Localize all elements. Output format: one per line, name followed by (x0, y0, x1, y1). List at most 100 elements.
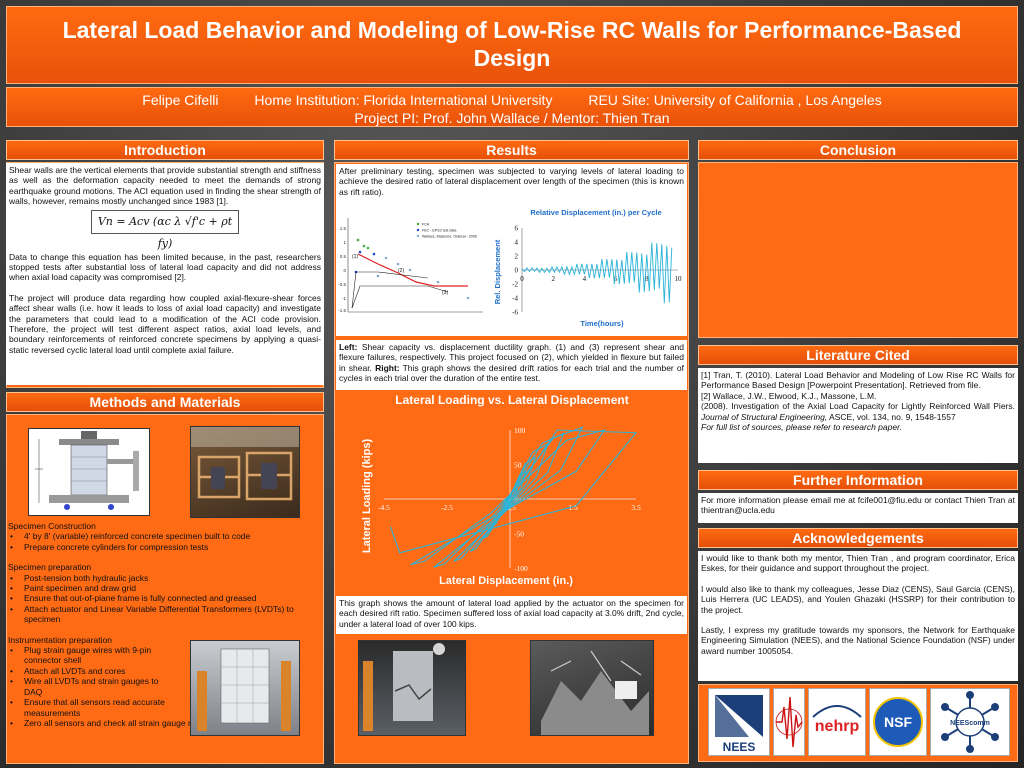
test-setup-diagram (28, 428, 150, 516)
cap-label-3: (3) (442, 290, 448, 296)
construction-list: 4' by 8' (variable) reinforced concrete … (8, 531, 318, 552)
home-institution: Home Institution: Florida International … (254, 92, 553, 108)
further-body: For more information please email me at … (698, 493, 1018, 523)
cap-ytick: 0.5 (340, 254, 347, 259)
instrumentation-item: Plug strain gauge wires with 9-pin conne… (8, 645, 173, 666)
reference-1: [1] Tran, T. (2010). Lateral Load Behavi… (701, 370, 1015, 391)
reldisp-ytick: -2 (512, 281, 518, 289)
hyst-final-excursion (389, 429, 638, 554)
methods-title: Methods and Materials (6, 392, 324, 412)
construction-item: 4' by 8' (variable) reinforced concrete … (8, 531, 318, 542)
hyst-xtick: 3.5 (631, 503, 641, 512)
nees-logo: NEES (708, 688, 770, 756)
hysteresis-caption-box: This graph shows the amount of lateral l… (336, 596, 687, 634)
cap-black-curve-2 (351, 285, 449, 309)
hyst-xtick: -4.5 (378, 503, 390, 512)
preparation-item: Attach actuator and Linear Variable Diff… (8, 604, 318, 625)
instrumentation-item: Ensure that all sensors read accurate me… (8, 697, 173, 718)
cap-ytick: 0 (343, 268, 346, 273)
reldisp-ytick: 6 (515, 225, 519, 233)
results-caption-box: Left: Shear capacity vs. displacement du… (336, 340, 687, 390)
caption-right-label: Right: (375, 362, 400, 373)
instrumentation-list-end: Zero all sensors and check all strain ga… (8, 718, 318, 729)
reldisp-ylabel: Rel. Displacement (493, 239, 502, 304)
reference-2-journal: Journal of Structural Engineering, (701, 411, 828, 422)
author-name: Felipe Cifelli (142, 92, 219, 108)
instrumentation-item: Zero all sensors and check all strain ga… (8, 718, 318, 729)
reldisp-ytick: -6 (512, 309, 518, 317)
cap-ytick: -1 (342, 296, 346, 301)
ack-paragraph-3: Lastly, I express my gratitude towards m… (701, 625, 1015, 656)
poster-title: Lateral Load Behavior and Modeling of Lo… (62, 17, 962, 71)
reference-2-title: (2008). Investigation of the Axial Load … (701, 401, 1015, 422)
hyst-loop (483, 456, 537, 539)
nsf-logo-text: NSF (884, 714, 912, 730)
cap-point (466, 296, 470, 300)
lab-photo-wood-frames (190, 426, 300, 518)
intro-paragraph-3: The project will produce data regarding … (9, 292, 321, 355)
hyst-ytick: -50 (514, 530, 524, 539)
nees-logo-text: NEES (723, 740, 756, 754)
author-bar: Felipe Cifelli Home Institution: Florida… (6, 87, 1018, 127)
further-title: Further Information (698, 470, 1018, 490)
results-title: Results (334, 140, 689, 160)
reldisp-title: Relative Displacement (in.) per Cycle (530, 208, 661, 217)
preparation-heading: Specimen preparation (8, 562, 92, 573)
ack-paragraph-1: I would like to thank both my mentor, Th… (701, 553, 1015, 574)
capacity-ductility-chart: 1.5 1 0.5 0 -0.5 -1 -1.5 FCA FEC - EPS2 … (338, 212, 488, 322)
construction-heading: Specimen Construction (8, 521, 96, 531)
hyst-loop (410, 429, 606, 566)
conclusion-title: Conclusion (698, 140, 1018, 160)
nehrp-logo: nehrp (808, 688, 866, 756)
instrumentation-heading: Instrumentation preparation (8, 634, 112, 645)
aci-equation: Vn = Acv (αc λ √f'c + ρt fy) (91, 209, 239, 250)
neescomm-logo-text: NEEScomm (950, 720, 990, 727)
reldisp-xtick: 8 (645, 275, 649, 283)
acknowledgements-body: I would like to thank both my mentor, Th… (698, 551, 1018, 681)
caption-right: This graph shows the desired drift ratio… (339, 362, 684, 384)
cap-point (362, 244, 366, 248)
cap-ytick: -1.5 (338, 308, 346, 313)
literature-body: [1] Tran, T. (2010). Lateral Load Behavi… (698, 368, 1018, 463)
hyst-loop (453, 432, 565, 562)
reldisp-xtick: 6 (614, 275, 618, 283)
cap-ytick: 1 (343, 240, 346, 245)
hyst-xtick: 1.5 (568, 503, 578, 512)
lab-photo-specimen (190, 640, 300, 736)
intro-paragraph-2: Data to change this equation has been li… (9, 251, 321, 283)
cap-point (356, 238, 360, 242)
cap-point (358, 250, 362, 254)
cap-point (396, 262, 400, 266)
hyst-xlabel: Lateral Displacement (in.) (439, 575, 573, 587)
cap-point (376, 274, 380, 278)
introduction-body: Shear walls are the vertical elements th… (6, 163, 324, 385)
reldisp-ytick: 2 (515, 253, 519, 261)
nsf-logo: NSF (869, 688, 927, 756)
further-info: For more information please email me at … (701, 495, 1015, 516)
reu-site: REU Site: University of California , Los… (588, 92, 882, 108)
reldisp-ytick: -4 (512, 295, 518, 303)
introduction-title: Introduction (6, 140, 324, 160)
cap-ytick: 1.5 (340, 226, 347, 231)
relative-displacement-chart: Relative Displacement (in.) per Cycle Re… (492, 204, 686, 330)
cap-red-curve (357, 253, 468, 287)
literature-title: Literature Cited (698, 345, 1018, 365)
cap-legend-wallace: Wallace, Massone, Orakcal - 2006 (422, 235, 477, 239)
cap-point (372, 252, 376, 256)
cap-legend-fca: FCA (422, 223, 430, 227)
cap-legend-fec: FEC - EPS2 test data (422, 229, 456, 233)
cap-label-2: (2) (398, 268, 404, 274)
cap-point (384, 256, 388, 260)
reldisp-xlabel: Time(hours) (580, 319, 624, 328)
construction-item: Prepare concrete cylinders for compressi… (8, 542, 318, 553)
acknowledgements-title: Acknowledgements (698, 528, 1018, 548)
reldisp-xtick: 10 (675, 275, 683, 283)
instrumentation-list: Plug strain gauge wires with 9-pin conne… (8, 645, 173, 718)
reference-note: For full list of sources, please refer t… (701, 422, 902, 433)
hysteresis-chart: Lateral Loading vs. Lateral Displacement… (361, 393, 641, 587)
cap-point (366, 246, 370, 250)
cap-ytick: -0.5 (338, 282, 346, 287)
hyst-xtick: -2.5 (441, 503, 453, 512)
cap-point (436, 280, 440, 284)
hyst-loop (469, 442, 549, 552)
